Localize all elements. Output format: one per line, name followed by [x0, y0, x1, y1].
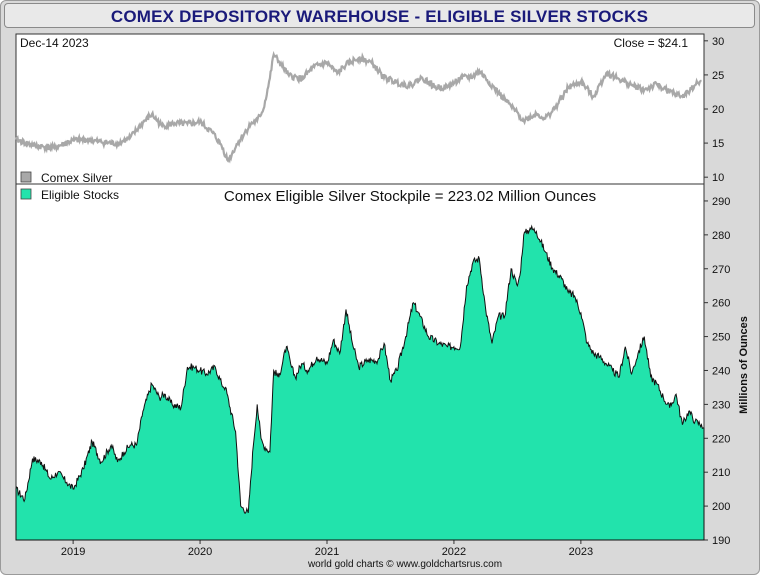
legend-swatch-stocks — [20, 188, 32, 200]
stocks-y-tick-label: 290 — [712, 196, 730, 208]
x-tick-label: 2022 — [442, 546, 466, 558]
x-axis: 2019 2020 2021 2022 2023 — [61, 540, 593, 558]
silver-y-tick-label: 15 — [712, 138, 724, 150]
silver-y-tick-label: 20 — [712, 104, 724, 116]
legend-comex-silver: Comex Silver — [41, 171, 112, 185]
comex-silver-line — [14, 50, 702, 164]
silver-y-tick-label: 10 — [712, 172, 724, 184]
stockpile-label: Comex Eligible Silver Stockpile = 223.02… — [224, 188, 596, 205]
x-tick-label: 2021 — [315, 546, 339, 558]
legend-eligible-stocks: Eligible Stocks — [41, 188, 119, 202]
silver-y-tick-label: 30 — [712, 36, 724, 48]
silver-y-tick-label: 25 — [712, 70, 724, 82]
stocks-y-axis: 190 200 210 220 230 240 250 260 270 280 290 — [704, 196, 730, 547]
y-axis-label: Millions of Ounces — [738, 316, 750, 414]
stocks-y-tick-label: 230 — [712, 399, 730, 411]
stocks-y-tick-label: 260 — [712, 298, 730, 310]
stocks-y-tick-label: 240 — [712, 365, 730, 377]
x-tick-label: 2023 — [569, 546, 593, 558]
date-label: Dec-14 2023 — [20, 36, 89, 50]
stocks-y-tick-label: 270 — [712, 264, 730, 276]
stocks-y-tick-label: 250 — [712, 332, 730, 344]
stocks-y-tick-label: 200 — [712, 501, 730, 513]
stocks-y-tick-label: 220 — [712, 433, 730, 445]
x-tick-label: 2020 — [188, 546, 212, 558]
legend-swatch-silver — [20, 171, 32, 183]
footer-credit: world gold charts © www.goldchartsrus.co… — [307, 559, 502, 570]
eligible-stocks-area — [15, 224, 705, 541]
silver-y-axis: 10 15 20 25 30 — [704, 36, 724, 184]
stocks-y-tick-label: 190 — [712, 535, 730, 547]
x-tick-label: 2019 — [61, 546, 85, 558]
stocks-y-tick-label: 280 — [712, 230, 730, 242]
chart-title: COMEX DEPOSITORY WAREHOUSE - ELIGIBLE SI… — [4, 3, 755, 28]
close-label: Close = $24.1 — [614, 36, 689, 50]
stocks-y-tick-label: 210 — [712, 467, 730, 479]
